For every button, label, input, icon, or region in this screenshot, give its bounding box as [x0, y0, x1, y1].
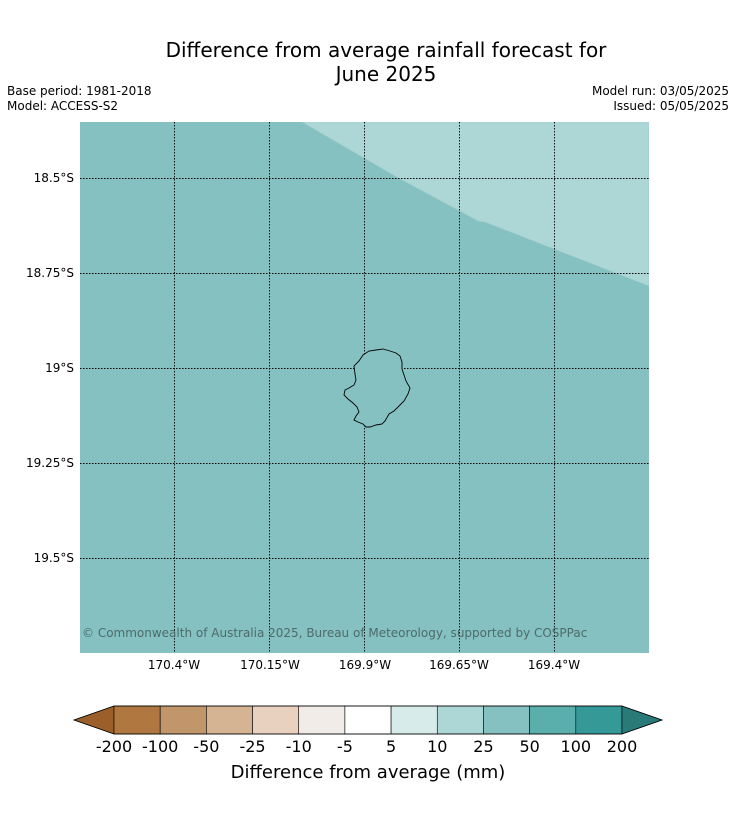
- colorbar-tick--50: -50: [193, 737, 220, 756]
- colorbar-outline: [72, 705, 664, 735]
- lat-label-19: 19°S: [45, 361, 74, 375]
- title-line-1: Difference from average rainfall forecas…: [165, 38, 607, 62]
- colorbar-segment-100-to-200: [575, 705, 623, 735]
- island-outline: [343, 348, 411, 428]
- colorbar-extend-low: [73, 705, 115, 735]
- colorbar-tick-100: 100: [560, 737, 592, 756]
- map-panel: © Commonwealth of Australia 2025, Bureau…: [80, 122, 649, 653]
- colorbar-segment-10-to-25: [436, 705, 484, 735]
- copyright-notice: © Commonwealth of Australia 2025, Bureau…: [82, 626, 588, 640]
- map-title: Difference from average rainfall forecas…: [0, 38, 736, 86]
- colorbar-segment--25-to--10: [252, 705, 300, 735]
- map-canvas: [80, 122, 649, 653]
- lon-label-170-4: 170.4°W: [147, 658, 201, 672]
- base-period-text: Base period: 1981-2018: [7, 84, 152, 98]
- model-run-text: Model run: 03/05/2025: [591, 84, 729, 98]
- colorbar-segment--200-to--100: [113, 705, 161, 735]
- issued-text: Issued: 05/05/2025: [613, 99, 729, 113]
- base-period-info: Base period: 1981-2018 Model: ACCESS-S2: [7, 84, 152, 114]
- colorbar-extend-high: [621, 705, 663, 735]
- colorbar-tick--25: -25: [239, 737, 266, 756]
- model-text: Model: ACCESS-S2: [7, 99, 119, 113]
- colorbar-tick-25: 25: [473, 737, 494, 756]
- colorbar-tick--5: -5: [336, 737, 353, 756]
- colorbar-tick--10: -10: [285, 737, 312, 756]
- colorbar-tick--100: -100: [142, 737, 179, 756]
- model-run-info: Model run: 03/05/2025 Issued: 05/05/2025: [592, 84, 729, 114]
- colorbar-label: Difference from average (mm): [230, 762, 506, 783]
- colorbar-segment-50-to-100: [529, 705, 577, 735]
- colorbar-tick-50: 50: [519, 737, 540, 756]
- colorbar-segment-25-to-50: [483, 705, 530, 735]
- lat-label-18-5: 18.5°S: [33, 171, 74, 185]
- colorbar-segment-5-to-10: [390, 705, 438, 735]
- colorbar-tick-5: 5: [385, 737, 397, 756]
- lat-label-18-75: 18.75°S: [26, 266, 74, 280]
- colorbar-segment--50-to--25: [206, 705, 253, 735]
- lon-label-169-65: 169.65°W: [429, 658, 489, 672]
- lat-label-19-25: 19.25°S: [26, 456, 74, 470]
- colorbar-segment--10-to--5: [298, 705, 346, 735]
- upper-right-region: [301, 122, 649, 287]
- graticule: [80, 122, 649, 653]
- lon-label-169-9: 169.9°W: [338, 658, 392, 672]
- lon-label-169-4: 169.4°W: [527, 658, 581, 672]
- lon-label-170-15: 170.15°W: [240, 658, 300, 672]
- colorbar-tick-10: 10: [427, 737, 448, 756]
- colorbar-segment--100-to--50: [159, 705, 207, 735]
- colorbar-segment--5-to-5: [344, 705, 392, 735]
- colorbar: [72, 705, 664, 735]
- colorbar-tick-200: 200: [606, 737, 638, 756]
- colorbar-tick--200: -200: [95, 737, 133, 756]
- lat-label-19-5: 19.5°S: [33, 551, 74, 565]
- title-line-2: June 2025: [335, 62, 437, 86]
- colorbar-segments: [73, 705, 663, 735]
